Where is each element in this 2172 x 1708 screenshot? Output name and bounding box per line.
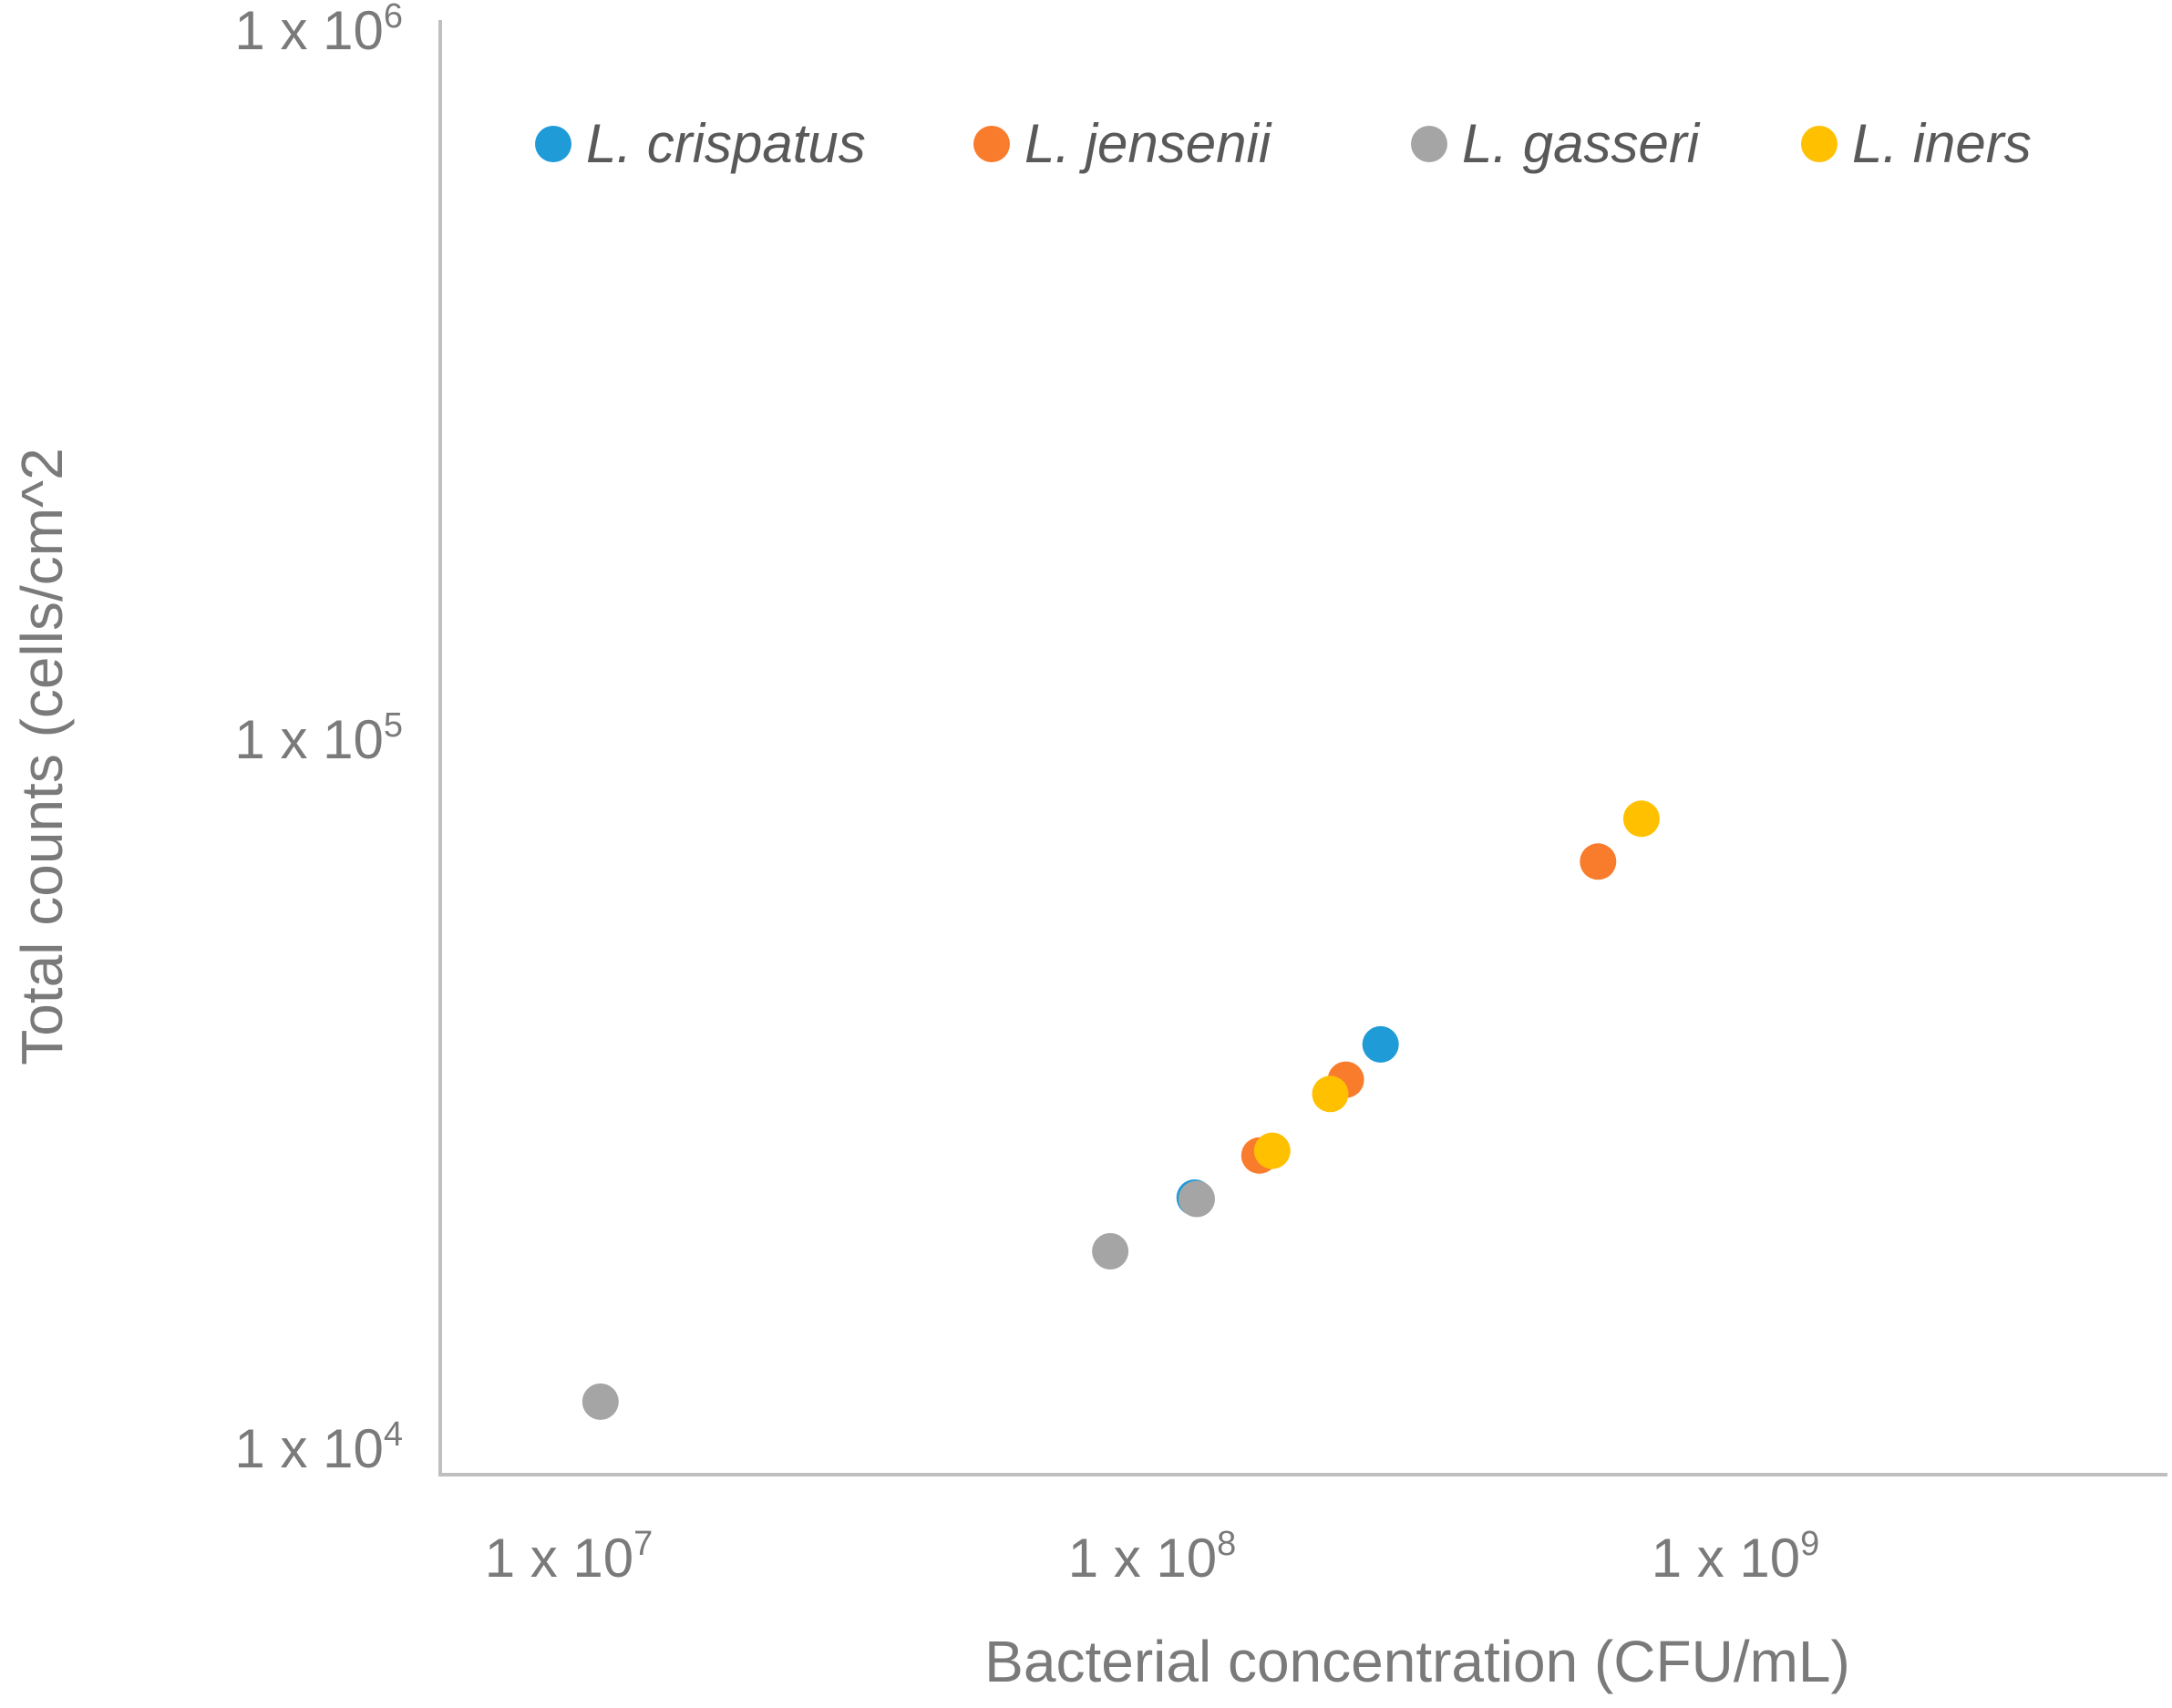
- legend-marker: [1411, 126, 1447, 162]
- data-point: [1312, 1075, 1349, 1113]
- data-point: [1092, 1232, 1129, 1270]
- legend-marker: [535, 126, 571, 162]
- legend-item: L. gasseri: [1411, 113, 1701, 174]
- data-point: [1179, 1180, 1215, 1218]
- data-point: [1253, 1132, 1291, 1169]
- legend-item: L. jensenii: [973, 113, 1272, 174]
- data-point: [1580, 843, 1617, 880]
- x-tick-label: 1 x 107: [485, 1525, 654, 1589]
- x-axis-title: Bacterial concentration (CFU/mL): [984, 1629, 1850, 1694]
- legend-label: L. jensenii: [1024, 113, 1272, 174]
- data-point: [582, 1383, 619, 1420]
- legend-marker: [1801, 126, 1837, 162]
- legend-label: L. crispatus: [586, 113, 866, 174]
- y-tick-label: 1 x 106: [234, 0, 403, 61]
- legend-item: L. iners: [1801, 113, 2032, 174]
- y-tick-label: 1 x 105: [234, 706, 403, 770]
- data-point: [1622, 800, 1660, 838]
- legend-label: L. iners: [1852, 113, 2032, 174]
- x-tick-labels: 1 x 107 1 x 108 1 x 109: [485, 1525, 1820, 1589]
- legend-label: L. gasseri: [1462, 113, 1701, 174]
- legend-item: L. crispatus: [535, 113, 866, 174]
- y-axis-title: Total counts (cells/cm^2: [9, 448, 75, 1065]
- y-tick-label: 1 x 104: [234, 1415, 403, 1479]
- legend: L. crispatus L. jensenii L. gasseri L. iner…: [535, 113, 2032, 174]
- x-tick-label: 1 x 108: [1068, 1525, 1237, 1589]
- data-point: [1362, 1025, 1399, 1063]
- legend-marker: [973, 126, 1010, 162]
- data-points: [582, 800, 1660, 1420]
- x-tick-label: 1 x 109: [1652, 1525, 1820, 1589]
- y-tick-labels: 1 x 104 1 x 105 1 x 106: [234, 0, 403, 1479]
